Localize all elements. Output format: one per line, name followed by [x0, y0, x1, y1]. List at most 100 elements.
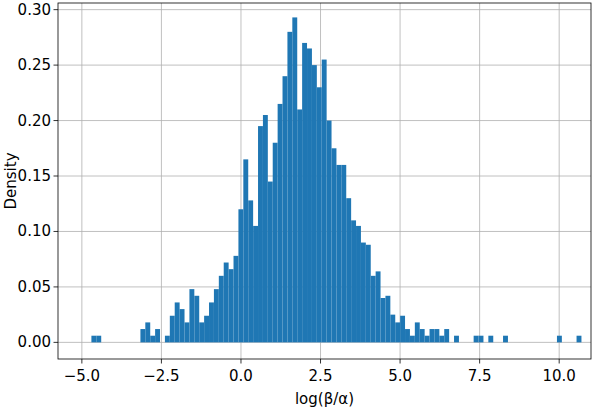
bars: [91, 17, 581, 342]
bar: [508, 342, 513, 343]
bar: [307, 48, 312, 342]
bar: [253, 226, 258, 342]
bar: [385, 296, 390, 343]
x-tick-label: 0.0: [229, 367, 253, 385]
x-tick: [320, 359, 321, 364]
bar: [434, 329, 439, 342]
bar: [180, 309, 185, 342]
x-grid-line: [161, 3, 162, 359]
bar: [474, 336, 479, 343]
bar: [317, 87, 322, 342]
bar: [194, 296, 199, 343]
bar: [410, 336, 415, 343]
bar: [430, 329, 435, 342]
bar: [170, 316, 175, 343]
bar: [287, 32, 292, 343]
bar: [483, 342, 488, 343]
bar: [101, 342, 106, 343]
bar: [160, 342, 165, 343]
bar: [376, 271, 381, 342]
bar: [199, 322, 204, 342]
bar: [577, 336, 582, 343]
bar: [532, 342, 537, 343]
bar: [292, 17, 297, 342]
x-tick: [81, 359, 82, 364]
bar: [322, 60, 327, 343]
x-grid-line: [559, 3, 560, 359]
bar: [327, 121, 332, 343]
y-tick: [54, 120, 59, 121]
x-tick-label: 7.5: [468, 367, 492, 385]
bar: [248, 200, 253, 342]
bar: [381, 298, 386, 342]
bar: [297, 109, 302, 342]
bar: [91, 336, 96, 343]
bar: [405, 329, 410, 342]
bar: [145, 322, 150, 342]
bar: [415, 322, 420, 342]
bar: [238, 209, 243, 342]
y-tick-label: 0.15: [18, 167, 51, 185]
x-tick: [479, 359, 480, 364]
bar: [126, 342, 131, 343]
bar: [155, 329, 160, 342]
bar: [140, 329, 145, 342]
chart-container: −5.0−2.50.02.55.07.510.00.000.050.100.15…: [0, 0, 606, 412]
bar: [351, 220, 356, 342]
y-tick: [54, 9, 59, 10]
bar: [111, 342, 116, 343]
bar: [528, 342, 533, 343]
bar: [219, 276, 224, 343]
bar: [366, 245, 371, 343]
bar: [572, 342, 577, 343]
y-tick-label: 0.05: [18, 278, 51, 296]
bar: [552, 342, 557, 343]
bar: [302, 43, 307, 342]
bar: [336, 165, 341, 342]
y-tick: [54, 231, 59, 232]
y-tick-label: 0.30: [18, 1, 51, 19]
x-axis-label: log(β/α): [295, 390, 354, 408]
x-tick-label: 5.0: [388, 367, 412, 385]
chart-svg: −5.0−2.50.02.55.07.510.00.000.050.100.15…: [0, 0, 606, 412]
bar: [341, 165, 346, 342]
background: [0, 0, 606, 412]
x-tick: [559, 359, 560, 364]
bar: [185, 322, 190, 342]
bar: [273, 143, 278, 343]
bar: [513, 342, 518, 343]
bar: [464, 342, 469, 343]
bar: [189, 289, 194, 342]
bar: [356, 226, 361, 342]
bar: [518, 342, 523, 343]
bar: [116, 342, 121, 343]
bar: [420, 329, 425, 342]
x-tick: [400, 359, 401, 364]
bar: [258, 126, 263, 342]
bar: [268, 182, 273, 343]
y-grid-line: [58, 9, 591, 10]
bar: [243, 159, 248, 342]
bar: [263, 115, 268, 342]
y-tick: [54, 286, 59, 287]
x-grid-line: [400, 3, 401, 359]
bar: [136, 342, 141, 343]
bar: [523, 342, 528, 343]
bar: [234, 256, 239, 343]
bar: [371, 276, 376, 343]
plot-frame: [58, 3, 591, 359]
bar: [454, 336, 459, 343]
y-tick: [54, 342, 59, 343]
bar: [131, 342, 136, 343]
bar: [562, 342, 567, 343]
x-tick-label: −5.0: [64, 367, 100, 385]
bar: [557, 336, 562, 343]
bar: [547, 342, 552, 343]
y-tick: [54, 176, 59, 177]
bar: [278, 104, 283, 342]
bar: [209, 302, 214, 342]
x-tick-label: −2.5: [143, 367, 179, 385]
bar: [224, 263, 229, 343]
bar: [204, 316, 209, 343]
bar: [229, 269, 234, 342]
